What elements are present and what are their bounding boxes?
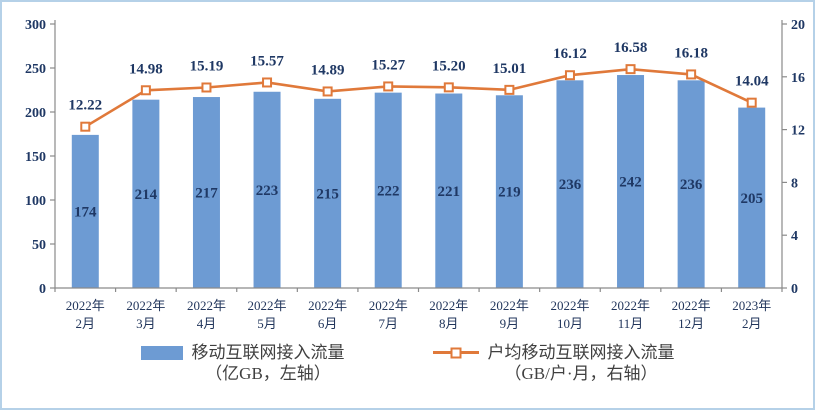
line-value-label: 16.58 [614, 40, 648, 56]
x-category-label-line2: 4月 [197, 316, 217, 331]
left-axis-tick-label: 150 [25, 150, 46, 165]
bar-series-swatch [140, 346, 183, 360]
line-value-label: 14.98 [129, 61, 163, 77]
right-axis-tick-label: 20 [791, 18, 805, 33]
left-axis-tick-label: 200 [25, 106, 46, 121]
bar [132, 99, 160, 289]
bar [435, 93, 463, 289]
line-marker [322, 86, 333, 97]
x-category-label-line2: 3月 [136, 316, 156, 331]
bar [253, 91, 281, 288]
x-category-label-line2: 5月 [257, 316, 277, 331]
legend-line-series-sublabel: （GB/户·月，右轴） [504, 364, 658, 383]
line-marker [625, 64, 636, 75]
bar-value-label: 219 [498, 185, 521, 201]
bar-value-label: 215 [316, 186, 339, 202]
line-marker [746, 97, 757, 108]
line-value-label: 12.22 [68, 98, 102, 114]
right-axis-tick-label: 0 [791, 282, 798, 297]
x-category-label-line1: 2022年 [429, 298, 468, 313]
x-category-label-line2: 10月 [557, 316, 583, 331]
bar-value-label: 242 [619, 175, 642, 191]
x-category-label-line2: 12月 [678, 316, 704, 331]
x-category-label-line2: 2月 [76, 316, 96, 331]
x-category-label-line2: 8月 [439, 316, 459, 331]
bar-value-label: 236 [680, 177, 703, 193]
bar [738, 107, 766, 288]
x-category-label-line2: 11月 [618, 316, 644, 331]
bar [617, 75, 645, 288]
line-marker [262, 77, 273, 88]
bar-value-label: 174 [74, 204, 97, 220]
line-marker [140, 85, 151, 96]
bar-value-label: 221 [438, 184, 461, 200]
bar-value-label: 217 [195, 186, 218, 202]
right-axis-tick-label: 4 [791, 229, 798, 244]
legend-bar-series-sublabel: （亿GB，左轴） [205, 364, 331, 383]
line-marker [80, 121, 91, 132]
x-category-label-line1: 2023年 [732, 298, 771, 313]
right-axis-tick-label: 8 [791, 176, 798, 191]
line-value-label: 15.19 [190, 58, 224, 74]
bar [374, 92, 402, 288]
x-category-label-line1: 2022年 [550, 298, 589, 313]
legend-item-line-series: 户均移动互联网接入流量 （GB/户·月，右轴） [432, 342, 675, 384]
x-category-label-line2: 2月 [742, 316, 762, 331]
x-category-label-line1: 2022年 [308, 298, 347, 313]
bar [556, 80, 584, 288]
line-marker-icon [450, 347, 461, 358]
bar [495, 95, 523, 288]
x-category-label-line1: 2022年 [490, 298, 529, 313]
x-category-label-line2: 7月 [378, 316, 398, 331]
bar [192, 97, 220, 288]
line-marker [201, 82, 212, 93]
legend-bar-series-label: 移动互联网接入流量 [191, 343, 345, 362]
left-axis-tick-label: 300 [25, 18, 46, 33]
line-value-label: 16.18 [674, 45, 708, 61]
x-category-label-line1: 2022年 [126, 298, 165, 313]
legend: 移动互联网接入流量 （亿GB，左轴） 户均移动互联网接入流量 （GB/户·月，右… [2, 342, 813, 384]
bar-value-label: 214 [135, 187, 158, 203]
line-value-label: 14.04 [735, 74, 769, 90]
x-category-label-line2: 9月 [500, 316, 520, 331]
line-series-path [84, 67, 753, 128]
left-axis-tick-label: 250 [25, 62, 46, 77]
legend-item-bar-series: 移动互联网接入流量 （亿GB，左轴） [140, 342, 345, 384]
left-axis-tick-label: 100 [25, 194, 46, 209]
line-marker [443, 82, 454, 93]
line-marker [564, 70, 575, 81]
x-category-label-line1: 2022年 [672, 298, 711, 313]
bar-value-label: 222 [377, 183, 400, 199]
right-axis-tick-label: 12 [791, 124, 805, 139]
line-marker [686, 69, 697, 80]
line-value-label: 15.20 [432, 58, 466, 74]
bar-value-label: 223 [256, 183, 279, 199]
line-marker [504, 84, 515, 95]
bar [314, 98, 342, 288]
x-category-label-line2: 6月 [318, 316, 338, 331]
line-value-label: 15.01 [493, 61, 527, 77]
bar [677, 80, 705, 288]
line-value-label: 14.89 [311, 62, 345, 78]
line-value-label: 15.27 [371, 57, 405, 73]
legend-line-series-label: 户均移动互联网接入流量 [487, 343, 675, 362]
bar-value-label: 205 [740, 191, 763, 207]
line-series-swatch [432, 347, 479, 358]
line-marker [383, 81, 394, 92]
x-category-label-line1: 2022年 [66, 298, 105, 313]
bar [71, 134, 99, 288]
x-category-label-line1: 2022年 [248, 298, 287, 313]
left-axis-tick-label: 0 [39, 282, 46, 297]
left-axis-tick-label: 50 [32, 238, 46, 253]
x-category-label-line1: 2022年 [611, 298, 650, 313]
x-category-label-line1: 2022年 [369, 298, 408, 313]
line-value-label: 15.57 [250, 53, 284, 69]
right-axis-tick-label: 16 [791, 71, 805, 86]
x-category-label-line1: 2022年 [187, 298, 226, 313]
line-value-label: 16.12 [553, 46, 587, 62]
bar-value-label: 236 [559, 177, 582, 193]
